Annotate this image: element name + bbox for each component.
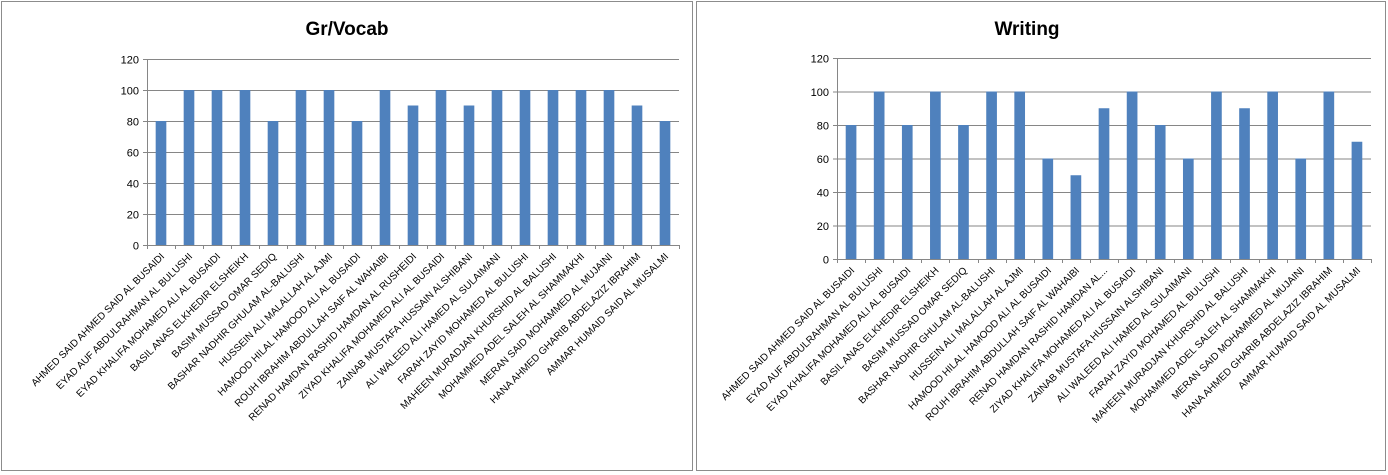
writing-y-tick-label: 20 (817, 221, 829, 233)
writing-bar (1239, 108, 1250, 259)
writing-bar (1154, 125, 1166, 259)
gr-vocab-bar (575, 90, 587, 245)
writing-bar (1351, 141, 1363, 259)
gr-vocab-bar (519, 90, 531, 245)
gr-vocab-bar (295, 90, 307, 245)
writing-y-tick-label: 60 (817, 154, 829, 166)
writing-bar (901, 125, 913, 259)
gr-vocab-bar (211, 90, 223, 245)
writing-bar (930, 91, 941, 259)
writing-bar (1126, 91, 1138, 259)
gr-vocab-bar (239, 90, 251, 245)
gr-vocab-bar (183, 90, 195, 245)
gr-vocab-bar (267, 121, 279, 245)
gr-vocab-bar (659, 121, 671, 245)
writing-bar (1098, 108, 1110, 259)
gr-vocab-y-tick-label: 0 (133, 241, 139, 253)
gr-vocab-bar (379, 90, 391, 245)
writing-bar (1323, 91, 1335, 259)
writing-y-tick-label: 80 (817, 121, 829, 133)
writing-bar (986, 91, 997, 259)
writing-bar (1211, 91, 1222, 259)
writing-bar (873, 91, 885, 259)
writing-bar (1042, 158, 1054, 259)
writing-y-tick-label: 100 (811, 87, 829, 99)
gr-vocab-chart-title: Gr/Vocab (305, 19, 388, 40)
gr-vocab-bar (491, 90, 503, 245)
gr-vocab-bar (351, 121, 363, 245)
gr-vocab-bar (463, 105, 475, 245)
writing-bar (1014, 91, 1026, 259)
gr-vocab-bar (603, 90, 615, 245)
writing-bar (1267, 91, 1278, 259)
gr-vocab-bar (435, 90, 447, 245)
writing-y-tick-label: 40 (817, 188, 829, 200)
gr-vocab-y-tick-label: 20 (127, 210, 139, 222)
gr-vocab-y-tick-label: 40 (127, 179, 139, 191)
writing-bar (1295, 158, 1307, 259)
gr-vocab-y-tick-label: 60 (127, 148, 139, 160)
writing-bar (1182, 158, 1194, 259)
gr-vocab-bar (631, 105, 643, 245)
writing-chart-panel: Writing 0 20 40 60 80 100 120 AHMED SAID AHMED S… (696, 1, 1386, 471)
writing-y-tick-label: 120 (811, 54, 829, 66)
gr-vocab-y-tick-label: 100 (121, 86, 139, 98)
gr-vocab-y-tick-label: 120 (121, 55, 139, 67)
writing-chart-title: Writing (994, 19, 1059, 40)
gr-vocab-bar (155, 121, 167, 245)
writing-y-tick-label: 0 (823, 255, 829, 267)
writing-bar (958, 125, 969, 259)
gr-vocab-bar (407, 105, 419, 245)
gr-vocab-bar (323, 90, 335, 245)
gr-vocab-chart-panel: Gr/Vocab 0 20 40 60 80 100 120 AHMED SAID AHMED … (1, 1, 693, 471)
writing-bar (845, 125, 857, 259)
writing-bar (1070, 175, 1082, 259)
gr-vocab-y-tick-label: 80 (127, 117, 139, 129)
gr-vocab-bar (547, 90, 559, 245)
